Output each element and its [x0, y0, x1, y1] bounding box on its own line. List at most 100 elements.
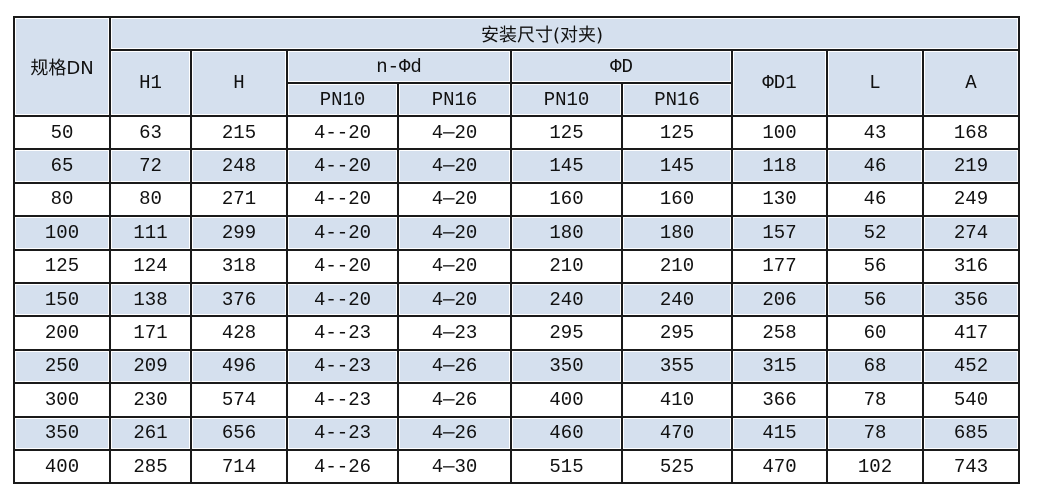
cell-phi-d-pn10: 400 — [510, 382, 623, 418]
cell-phi-d1: 366 — [731, 382, 828, 418]
cell-a: 685 — [922, 415, 1020, 451]
cell-h: 215 — [190, 114, 288, 151]
table-row: 400 285 714 4--26 4—30 515 525 470 102 743 — [13, 448, 1020, 485]
cell-l: 56 — [826, 281, 924, 318]
cell-phi-d1: 157 — [731, 215, 828, 251]
cell-phi-d-pn16: 410 — [621, 382, 733, 418]
cell-h: 248 — [190, 148, 288, 184]
l-header: L — [826, 49, 924, 117]
cell-phi-d-pn10: 515 — [510, 448, 623, 485]
cell-phi-d1: 315 — [731, 348, 828, 385]
cell-n-phi-d-pn10: 4--20 — [286, 248, 399, 284]
cell-n-phi-d-pn10: 4--23 — [286, 382, 399, 418]
cell-n-phi-d-pn10: 4--23 — [286, 348, 399, 385]
cell-a: 452 — [922, 348, 1020, 385]
cell-phi-d-pn10: 125 — [510, 114, 623, 151]
cell-h: 496 — [190, 348, 288, 385]
cell-h1: 230 — [109, 382, 192, 418]
cell-phi-d-pn10: 210 — [510, 248, 623, 284]
pn16-header: PN16 — [397, 82, 512, 117]
cell-phi-d-pn16: 125 — [621, 114, 733, 151]
cell-dn: 80 — [13, 181, 111, 218]
cell-h: 376 — [190, 281, 288, 318]
pn16-header: PN16 — [621, 82, 733, 117]
cell-dn: 200 — [13, 315, 111, 351]
cell-dn: 100 — [13, 215, 111, 251]
cell-phi-d1: 258 — [731, 315, 828, 351]
pn10-header: PN10 — [286, 82, 399, 117]
cell-phi-d1: 206 — [731, 281, 828, 318]
cell-dn: 65 — [13, 148, 111, 184]
cell-h1: 124 — [109, 248, 192, 284]
pn10-header: PN10 — [510, 82, 623, 117]
cell-phi-d1: 118 — [731, 148, 828, 184]
cell-phi-d1: 177 — [731, 248, 828, 284]
cell-n-phi-d-pn10: 4--20 — [286, 114, 399, 151]
cell-h: 714 — [190, 448, 288, 485]
cell-h1: 111 — [109, 215, 192, 251]
cell-phi-d1: 130 — [731, 181, 828, 218]
cell-phi-d-pn10: 145 — [510, 148, 623, 184]
phi-D-header: ΦD — [510, 49, 733, 84]
table-row: 125 124 318 4--20 4—20 210 210 177 56 316 — [13, 248, 1020, 284]
cell-phi-d-pn16: 180 — [621, 215, 733, 251]
cell-n-phi-d-pn16: 4—26 — [397, 382, 512, 418]
cell-l: 78 — [826, 382, 924, 418]
cell-dn: 50 — [13, 114, 111, 151]
cell-l: 52 — [826, 215, 924, 251]
cell-phi-d-pn10: 350 — [510, 348, 623, 385]
cell-h1: 138 — [109, 281, 192, 318]
table-row: 150 138 376 4--20 4—20 240 240 206 56 356 — [13, 281, 1020, 318]
cell-n-phi-d-pn16: 4—20 — [397, 114, 512, 151]
cell-n-phi-d-pn16: 4—20 — [397, 215, 512, 251]
cell-dn: 125 — [13, 248, 111, 284]
cell-h1: 285 — [109, 448, 192, 485]
h-header: H — [190, 49, 288, 117]
cell-n-phi-d-pn16: 4—20 — [397, 248, 512, 284]
cell-a: 316 — [922, 248, 1020, 284]
cell-h: 318 — [190, 248, 288, 284]
cell-h: 271 — [190, 181, 288, 218]
spec-dn-header: 规格DN — [13, 16, 111, 117]
install-dimensions-header: 安装尺寸(对夹) — [109, 16, 1020, 51]
table-row: 250 209 496 4--23 4—26 350 355 315 68 452 — [13, 348, 1020, 385]
cell-l: 46 — [826, 148, 924, 184]
cell-phi-d-pn16: 160 — [621, 181, 733, 218]
cell-a: 417 — [922, 315, 1020, 351]
cell-dn: 250 — [13, 348, 111, 385]
n-phi-d-header: n-Φd — [286, 49, 512, 84]
cell-h1: 261 — [109, 415, 192, 451]
cell-n-phi-d-pn16: 4—20 — [397, 281, 512, 318]
cell-n-phi-d-pn16: 4—26 — [397, 415, 512, 451]
table-row: 200 171 428 4--23 4—23 295 295 258 60 417 — [13, 315, 1020, 351]
cell-phi-d-pn10: 180 — [510, 215, 623, 251]
cell-n-phi-d-pn10: 4--20 — [286, 215, 399, 251]
cell-a: 219 — [922, 148, 1020, 184]
cell-l: 43 — [826, 114, 924, 151]
table-body: 50 63 215 4--20 4—20 125 125 100 43 168 65 72 248 4--… — [13, 114, 1020, 485]
cell-a: 274 — [922, 215, 1020, 251]
cell-h: 656 — [190, 415, 288, 451]
cell-h1: 171 — [109, 315, 192, 351]
cell-n-phi-d-pn10: 4--26 — [286, 448, 399, 485]
table-row: 100 111 299 4--20 4—20 180 180 157 52 274 — [13, 215, 1020, 251]
cell-n-phi-d-pn16: 4—30 — [397, 448, 512, 485]
cell-a: 540 — [922, 382, 1020, 418]
cell-n-phi-d-pn10: 4--23 — [286, 415, 399, 451]
table-row: 300 230 574 4--23 4—26 400 410 366 78 540 — [13, 382, 1020, 418]
phi-D1-header: ΦD1 — [731, 49, 828, 117]
cell-h1: 209 — [109, 348, 192, 385]
cell-dn: 350 — [13, 415, 111, 451]
cell-h1: 63 — [109, 114, 192, 151]
cell-n-phi-d-pn16: 4—20 — [397, 181, 512, 218]
cell-dn: 400 — [13, 448, 111, 485]
cell-a: 168 — [922, 114, 1020, 151]
cell-phi-d-pn10: 160 — [510, 181, 623, 218]
cell-dn: 150 — [13, 281, 111, 318]
cell-l: 46 — [826, 181, 924, 218]
cell-l: 68 — [826, 348, 924, 385]
cell-phi-d-pn16: 355 — [621, 348, 733, 385]
cell-phi-d1: 100 — [731, 114, 828, 151]
cell-a: 249 — [922, 181, 1020, 218]
cell-a: 356 — [922, 281, 1020, 318]
